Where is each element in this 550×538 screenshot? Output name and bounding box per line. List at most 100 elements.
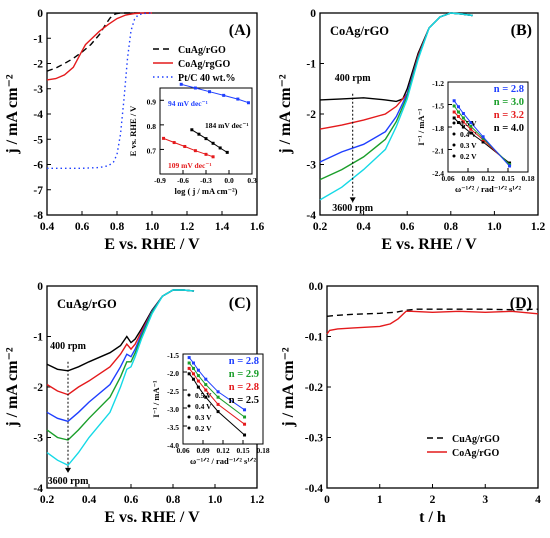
- inset-legend-marker: [452, 121, 456, 125]
- inset-point: [461, 116, 465, 120]
- inset-point: [211, 141, 215, 145]
- x-tick-label: 0.4: [82, 494, 97, 506]
- inset-point: [456, 105, 460, 109]
- inset-legend-entry: 0.4 V: [195, 402, 212, 411]
- inset-C: 0.06 0.09 0.12 0.15 0.18 -1.5 -2.0 -2.5 -3.0 -3.5…: [151, 351, 270, 466]
- inset-point: [204, 137, 208, 141]
- inset-point: [481, 140, 485, 144]
- inset-point: [196, 385, 200, 389]
- inset-point: [452, 104, 456, 108]
- x-tick-label: 0.12: [216, 446, 229, 455]
- inset-B: 0.06 0.09 0.12 0.15 0.18 -1.2 -1.5 -1.8 -2.1 -2.4…: [416, 79, 535, 194]
- inset-point: [193, 86, 197, 90]
- inset-point: [216, 395, 220, 399]
- panel-label: (D): [510, 295, 532, 312]
- inset-point: [191, 361, 195, 365]
- inset-legend-entry: 0.5 V: [195, 391, 212, 400]
- inset-point: [222, 93, 226, 97]
- inset-point: [196, 374, 200, 378]
- electron-number-label: n = 2.5: [229, 395, 259, 406]
- y-tick-label: 0: [37, 281, 43, 293]
- x-tick-label: 1.6: [250, 221, 265, 233]
- y-axis-label: j / mA cm⁻²: [4, 74, 21, 155]
- x-tick-label: 0.15: [501, 174, 514, 183]
- x-tick-label: 0.4: [40, 221, 55, 233]
- inset-point: [183, 144, 187, 148]
- series-line-0: [46, 12, 152, 72]
- inset-point: [216, 402, 220, 406]
- inset-x-label: log ( j / mA cm⁻²): [175, 186, 238, 196]
- y-tick-label: -1: [33, 33, 43, 45]
- inset-point: [218, 146, 222, 150]
- inset-point: [461, 120, 465, 124]
- arrow-head: [65, 467, 71, 473]
- inset-point: [162, 136, 166, 140]
- inset-point: [456, 121, 460, 124]
- x-tick-label: 1.0: [487, 221, 502, 233]
- series-line-0: [326, 308, 539, 317]
- x-tick-label: 0.3: [247, 176, 257, 185]
- inset-point: [452, 116, 456, 120]
- panel-title: CoAg/rGO: [330, 24, 389, 38]
- x-tick-label: 0.6: [400, 221, 415, 233]
- inset-point: [187, 366, 191, 370]
- y-axis-label: j / mA cm⁻²: [4, 347, 21, 428]
- inset-point: [243, 422, 247, 426]
- inset-legend-marker: [187, 426, 191, 430]
- y-axis-label: j / mA cm⁻²: [280, 347, 297, 428]
- inset-bg: [183, 354, 263, 444]
- series-line-4: [46, 289, 195, 467]
- panel-title: CuAg/rGO: [57, 297, 117, 311]
- x-axis-label: E vs. RHE / V: [104, 509, 200, 526]
- y-tick-label: -4: [306, 210, 316, 222]
- x-tick-label: 0.8: [110, 221, 125, 233]
- inset-point: [236, 97, 240, 101]
- x-tick-label: 4: [535, 494, 541, 506]
- x-tick-label: 0.8: [444, 221, 459, 233]
- annotation-high-rpm: 3600 rpm: [332, 203, 374, 214]
- y-tick-label: -1: [33, 332, 43, 344]
- inset-point: [452, 99, 456, 103]
- inset-legend-marker: [452, 154, 456, 158]
- series-line-1: [326, 310, 539, 335]
- inset-point: [469, 131, 473, 135]
- inset-point: [204, 383, 208, 387]
- x-axis-label: E vs. RHE / V: [381, 236, 477, 253]
- inset-point: [204, 377, 208, 381]
- inset-y-label: E vs. RHE / V: [128, 105, 138, 156]
- y-tick-label: 0.9: [147, 97, 157, 106]
- y-tick-label: 0.8: [147, 122, 157, 131]
- electron-number-label: n = 4.0: [494, 123, 524, 134]
- inset-x-label: ω⁻¹ᐟ² / rad⁻¹ᐟ² s¹ᐟ²: [455, 184, 522, 194]
- y-tick-label: -2: [306, 109, 316, 121]
- y-tick-label: -2.4: [432, 169, 444, 178]
- x-tick-label: -0.3: [200, 176, 212, 185]
- panel-B: 0.2 0.4 0.6 0.8 1.0 1.2 0 -1 -2 -3 -4 E vs. RHE / V…: [277, 8, 545, 253]
- y-tick-label: -2.5: [167, 387, 179, 396]
- y-tick-label: -7: [33, 185, 43, 197]
- inset-bg: [448, 82, 528, 172]
- inset-point: [208, 90, 212, 94]
- y-tick-label: 0.7: [147, 146, 157, 155]
- inset-legend-marker: [187, 404, 191, 408]
- x-tick-label: 2: [430, 494, 436, 506]
- y-tick-label: 0: [310, 8, 316, 20]
- inset-point: [197, 132, 201, 136]
- y-tick-label: -2: [33, 382, 43, 394]
- inset-point: [204, 395, 208, 399]
- electron-number-label: n = 3.0: [494, 97, 524, 108]
- x-tick-label: 0.8: [166, 494, 181, 506]
- arrow-head: [349, 197, 356, 203]
- y-tick-label: -3: [33, 433, 43, 445]
- inset-legend-marker: [452, 143, 456, 147]
- y-tick-label: -8: [33, 210, 43, 222]
- x-tick-label: 1.4: [215, 221, 230, 233]
- inset-point: [508, 164, 512, 168]
- inset-point: [172, 141, 176, 145]
- x-tick-label: 0.15: [236, 446, 249, 455]
- inset-x-label: ω⁻¹ᐟ² / rad⁻¹ᐟ² s¹ᐟ²: [190, 456, 257, 466]
- tafel-slope-label: 184 mV dec⁻¹: [205, 121, 249, 130]
- inset-point: [204, 152, 208, 156]
- x-tick-label: 0.09: [196, 446, 209, 455]
